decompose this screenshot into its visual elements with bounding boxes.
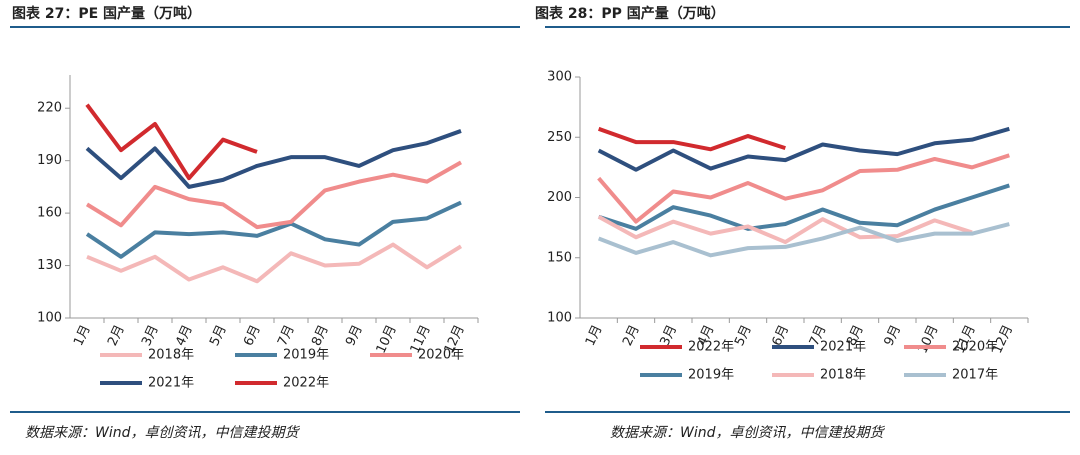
series-line	[597, 126, 1010, 172]
series-line	[85, 103, 258, 181]
x-tick-label: 10月	[374, 323, 400, 356]
series-line	[598, 183, 1010, 231]
y-tick-label: 150	[547, 250, 572, 265]
y-tick-label: 220	[37, 101, 62, 116]
y-tick-label: 190	[37, 153, 62, 168]
x-tick-label: 10月	[915, 323, 941, 356]
series-line	[597, 215, 973, 245]
x-tick-label: 1月	[583, 323, 606, 349]
x-tick-label: 1月	[71, 323, 94, 349]
series-line	[597, 126, 786, 152]
y-tick-label: 100	[547, 311, 572, 326]
legend-label: 2021年	[148, 376, 194, 391]
legend-label: 2018年	[148, 348, 194, 363]
legend-label: 2021年	[820, 340, 866, 355]
series-line	[86, 242, 463, 284]
x-tick-label: 9月	[343, 323, 366, 349]
y-tick-label: 160	[37, 206, 62, 221]
series-line	[85, 160, 462, 230]
y-tick-label: 100	[37, 311, 62, 326]
x-tick-label: 5月	[207, 323, 230, 349]
legend-label: 2022年	[283, 376, 329, 391]
y-tick-label: 250	[547, 130, 572, 145]
x-tick-label: 4月	[173, 323, 196, 349]
x-tick-label: 7月	[275, 323, 298, 349]
x-tick-label: 2月	[620, 323, 643, 349]
legend-label: 2017年	[952, 368, 998, 383]
legend-label: 2020年	[952, 340, 998, 355]
legend-label: 2018年	[820, 368, 866, 383]
x-tick-label: 6月	[241, 323, 264, 349]
x-tick-label: 9月	[882, 323, 905, 349]
series-line	[85, 129, 462, 189]
y-tick-label: 300	[547, 70, 572, 85]
series-line	[597, 153, 1010, 224]
x-tick-label: 6月	[770, 323, 793, 349]
y-tick-label: 200	[547, 190, 572, 205]
x-tick-label: 3月	[139, 323, 162, 349]
x-tick-label: 2月	[105, 323, 128, 349]
x-tick-label: 3月	[658, 323, 681, 349]
legend-label: 2019年	[283, 348, 329, 363]
x-tick-label: 8月	[309, 323, 332, 349]
legend-label: 2020年	[418, 348, 464, 363]
x-tick-label: 5月	[732, 323, 755, 349]
chart-title: 图表 27：PE 国产量（万吨）	[12, 5, 201, 22]
chart-title: 图表 28：PP 国产量（万吨）	[535, 5, 725, 22]
series-line	[85, 200, 462, 259]
legend-label: 2022年	[688, 340, 734, 355]
series-line	[597, 222, 1010, 258]
y-tick-label: 130	[37, 258, 62, 273]
legend-label: 2019年	[688, 368, 734, 383]
source: 数据来源：Wind，卓创资讯，中信建投期货	[610, 425, 885, 441]
source: 数据来源：Wind，卓创资讯，中信建投期货	[25, 425, 300, 441]
